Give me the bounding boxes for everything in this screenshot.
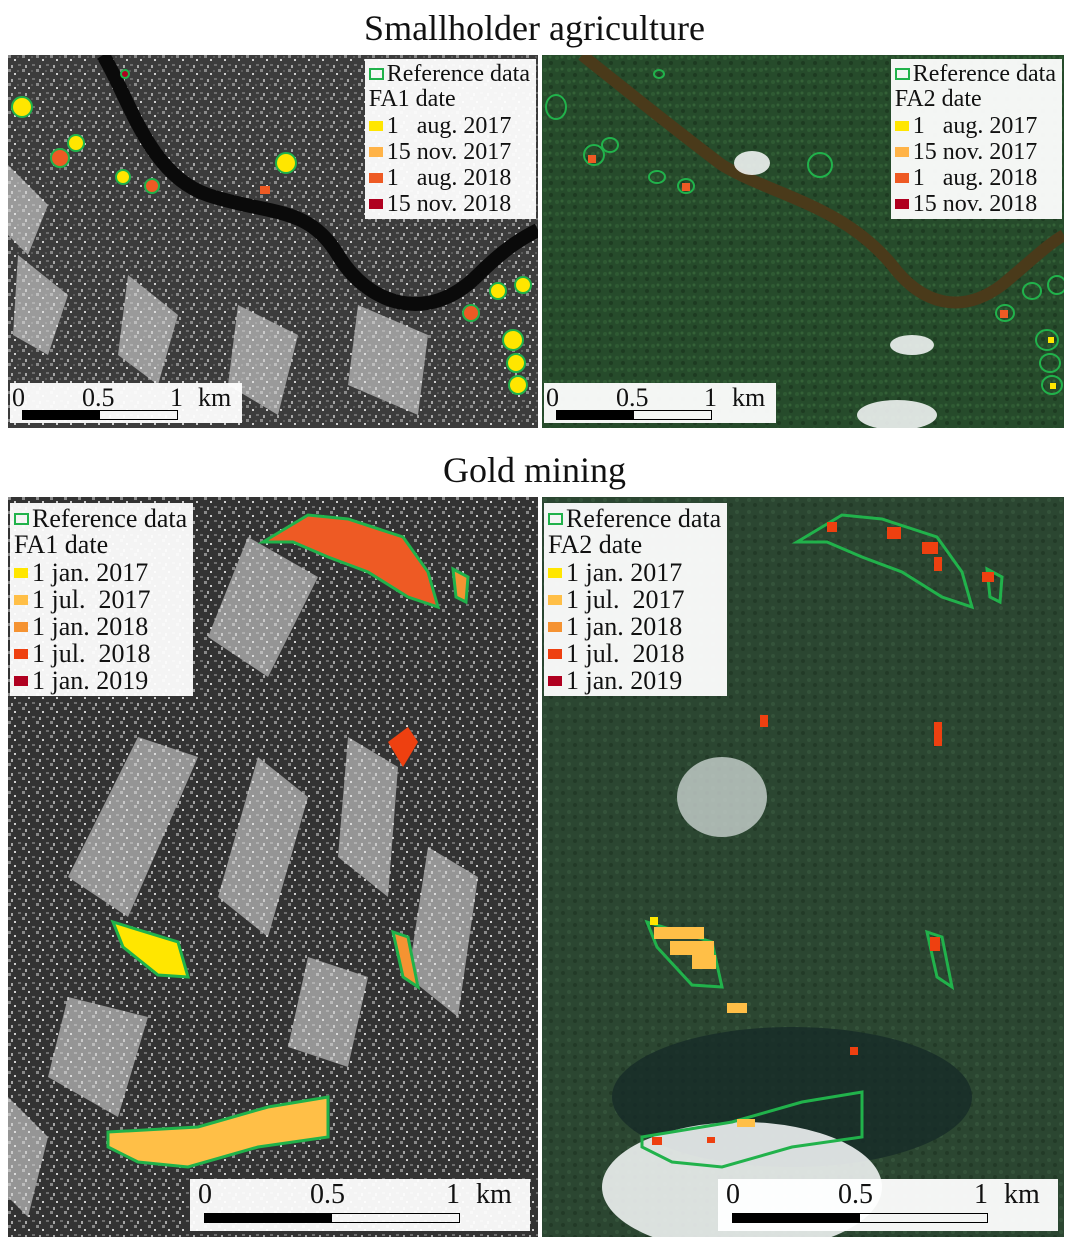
legend-header: FA2 date (548, 530, 643, 559)
swatch-icon (368, 147, 383, 157)
legend-item: 1 jan. 2019 (548, 667, 721, 694)
scale-bar-graphic (732, 1213, 988, 1223)
swatch-icon (14, 648, 28, 659)
legend-item: 15 nov. 2017 (894, 139, 1056, 165)
swatch-icon (14, 675, 28, 686)
reference-outline-icon (14, 512, 29, 525)
swatch-icon (548, 567, 562, 578)
section-title-gold-mining: Gold mining (442, 450, 626, 490)
legend-item: 1 aug. 2018 (894, 165, 1056, 191)
swatch-icon (548, 594, 562, 605)
legend-item: 1 aug. 2018 (368, 165, 530, 191)
legend-item: 1 aug. 2017 (368, 113, 530, 139)
legend-item: 1 jan. 2018 (14, 613, 187, 640)
legend-item: 1 jul. 2018 (548, 640, 721, 667)
legend-reference: Reference data (14, 505, 187, 532)
scale-bar-graphic (22, 410, 178, 420)
legend-item: 1 jul. 2017 (14, 586, 187, 613)
scale-bar: 0 0.5 1 km (718, 1179, 1058, 1231)
legend-header: FA1 date (368, 86, 456, 112)
map-panel-smallholder-sar[interactable]: Reference data FA1 date 1 aug. 2017 15 n… (8, 55, 538, 428)
legend-reference: Reference data (894, 61, 1056, 87)
legend-item: 15 nov. 2018 (368, 191, 530, 217)
scale-bar: 0 0.5 1 km (10, 383, 242, 423)
legend-header: FA1 date (14, 530, 109, 559)
swatch-icon (894, 173, 909, 183)
map-panel-gold-sar[interactable]: Reference data FA1 date 1 jan. 2017 1 ju… (8, 497, 538, 1237)
swatch-icon (14, 567, 28, 578)
section-title-smallholder: Smallholder agriculture (364, 8, 705, 48)
legend-item: 15 nov. 2017 (368, 139, 530, 165)
swatch-icon (548, 675, 562, 686)
legend-smallholder-optical: Reference data FA2 date 1 aug. 2017 15 n… (890, 59, 1062, 219)
legend-reference: Reference data (548, 505, 721, 532)
legend-item: 15 nov. 2018 (894, 191, 1056, 217)
legend-header: FA2 date (894, 86, 982, 112)
map-panel-gold-optical[interactable]: Reference data FA2 date 1 jan. 2017 1 ju… (542, 497, 1064, 1237)
swatch-icon (14, 621, 28, 632)
swatch-icon (14, 594, 28, 605)
legend-item: 1 jan. 2017 (548, 559, 721, 586)
legend-gold-sar: Reference data FA1 date 1 jan. 2017 1 ju… (10, 503, 194, 696)
legend-reference: Reference data (368, 61, 530, 87)
swatch-icon (548, 621, 562, 632)
scale-bar-graphic (204, 1213, 460, 1223)
map-panel-smallholder-optical[interactable]: Reference data FA2 date 1 aug. 2017 15 n… (542, 55, 1064, 428)
swatch-icon (368, 173, 383, 183)
legend-gold-optical: Reference data FA2 date 1 jan. 2017 1 ju… (544, 503, 728, 696)
legend-item: 1 jul. 2017 (548, 586, 721, 613)
scale-bar: 0 0.5 1 km (190, 1179, 530, 1231)
swatch-icon (548, 648, 562, 659)
reference-outline-icon (368, 68, 384, 80)
legend-item: 1 jan. 2019 (14, 667, 187, 694)
swatch-icon (894, 199, 909, 209)
swatch-icon (368, 199, 383, 209)
legend-smallholder-sar: Reference data FA1 date 1 aug. 2017 15 n… (364, 59, 536, 219)
legend-item: 1 jan. 2017 (14, 559, 187, 586)
legend-item: 1 aug. 2017 (894, 113, 1056, 139)
legend-item: 1 jan. 2018 (548, 613, 721, 640)
swatch-icon (368, 121, 383, 131)
scale-bar: 0 0.5 1 km (544, 383, 776, 423)
swatch-icon (894, 121, 909, 131)
reference-outline-icon (894, 68, 910, 80)
scale-bar-graphic (556, 410, 712, 420)
swatch-icon (894, 147, 909, 157)
legend-item: 1 jul. 2018 (14, 640, 187, 667)
reference-outline-icon (548, 512, 563, 525)
